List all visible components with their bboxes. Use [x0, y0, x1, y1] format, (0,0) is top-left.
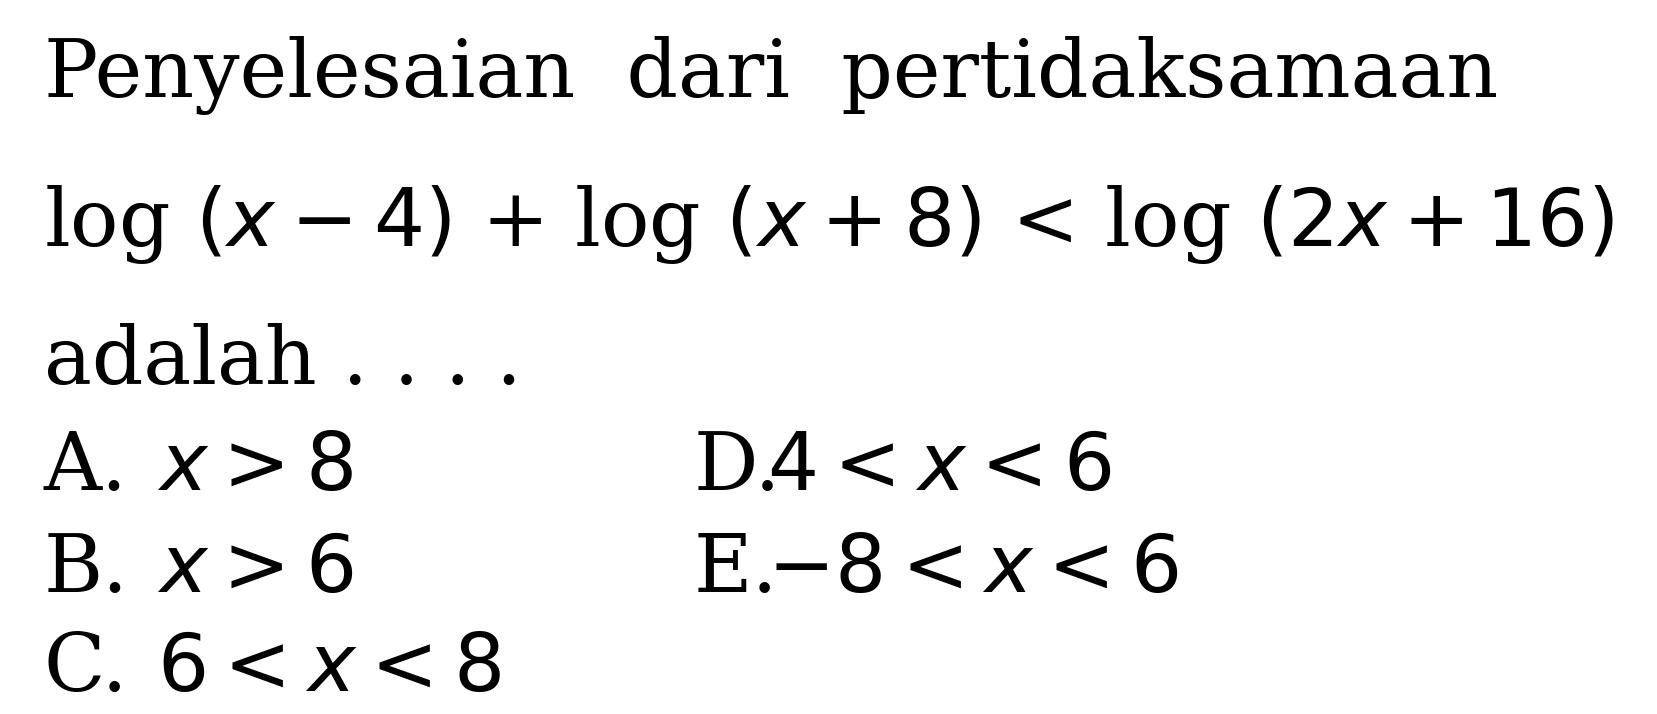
Text: Penyelesaian  dari  pertidaksamaan: Penyelesaian dari pertidaksamaan — [45, 36, 1498, 115]
Text: $-8 < x < 6$: $-8 < x < 6$ — [766, 531, 1178, 609]
Text: A.: A. — [45, 429, 128, 507]
Text: $x > 8$: $x > 8$ — [156, 429, 353, 507]
Text: B.: B. — [45, 531, 129, 609]
Text: adalah . . . .: adalah . . . . — [45, 323, 522, 401]
Text: $6 < x < 8$: $6 < x < 8$ — [156, 630, 500, 708]
Text: D.: D. — [693, 429, 780, 507]
Text: log $(x - 4)$ + log $(x + 8)$ < log $(2x + 16)$: log $(x - 4)$ + log $(x + 8)$ < log $(2x… — [45, 183, 1614, 266]
Text: $x > 6$: $x > 6$ — [156, 531, 353, 609]
Text: C.: C. — [45, 630, 128, 708]
Text: E.: E. — [693, 531, 777, 609]
Text: $4 < x < 6$: $4 < x < 6$ — [766, 429, 1110, 507]
